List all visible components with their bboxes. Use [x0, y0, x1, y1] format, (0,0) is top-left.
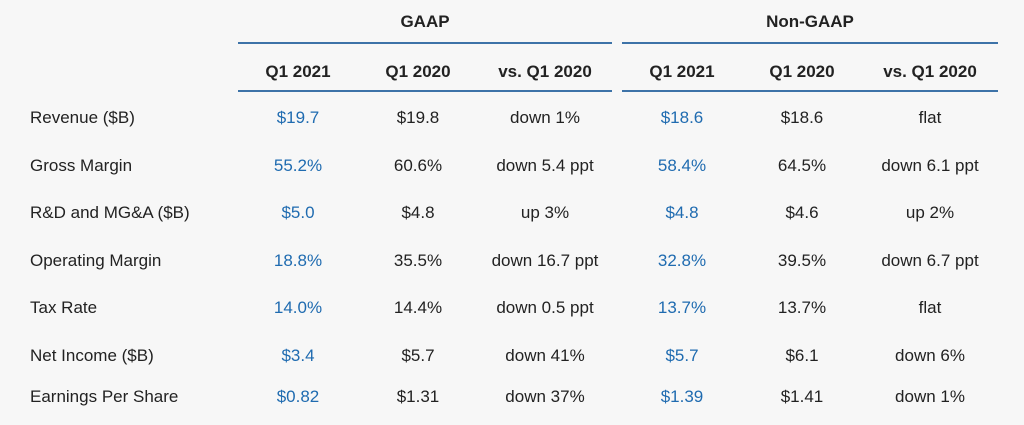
gaap-col-header-current: Q1 2021 — [265, 62, 331, 81]
gaap-change-cell: down 0.5 ppt — [496, 298, 594, 317]
non-gaap-prior-cell: $4.6 — [785, 203, 819, 222]
gaap-current-cell: 14.0% — [273, 298, 323, 317]
non-gaap-col-header-change: vs. Q1 2020 — [883, 62, 977, 81]
row-label: Operating Margin — [30, 251, 162, 270]
gaap-current-cell: 18.8% — [273, 251, 323, 270]
row-label: R&D and MG&A ($B) — [30, 203, 190, 222]
non-gaap-change-cell: down 6.1 ppt — [881, 156, 979, 175]
non-gaap-col-header-prior: Q1 2020 — [769, 62, 835, 81]
gaap-prior-cell: 60.6% — [393, 156, 443, 175]
gaap-columns-rule — [238, 90, 612, 92]
non-gaap-col-header-current: Q1 2021 — [649, 62, 715, 81]
non-gaap-group-rule — [622, 42, 998, 44]
gaap-change-cell: down 41% — [505, 346, 585, 365]
row-label: Net Income ($B) — [30, 346, 154, 365]
non-gaap-group-header: Non-GAAP — [766, 12, 854, 31]
non-gaap-current-cell: 32.8% — [657, 251, 707, 270]
gaap-change-cell: down 37% — [505, 387, 585, 406]
gaap-prior-cell: 14.4% — [393, 298, 443, 317]
row-label: Earnings Per Share — [30, 387, 179, 406]
row-label: Revenue ($B) — [30, 108, 135, 127]
non-gaap-current-cell: $1.39 — [660, 387, 704, 406]
gaap-col-header-change: vs. Q1 2020 — [498, 62, 592, 81]
gaap-current-cell: 55.2% — [273, 156, 323, 175]
non-gaap-prior-cell: $1.41 — [780, 387, 824, 406]
gaap-change-cell: down 16.7 ppt — [491, 251, 599, 270]
non-gaap-change-cell: down 1% — [895, 387, 965, 406]
gaap-group-header: GAAP — [400, 12, 450, 31]
gaap-change-cell: down 1% — [510, 108, 580, 127]
non-gaap-current-cell: $18.6 — [660, 108, 704, 127]
non-gaap-change-cell: flat — [918, 298, 942, 317]
non-gaap-prior-cell: 39.5% — [777, 251, 827, 270]
gaap-current-cell: $3.4 — [281, 346, 315, 365]
non-gaap-change-cell: flat — [918, 108, 942, 127]
non-gaap-change-cell: down 6.7 ppt — [881, 251, 979, 270]
gaap-prior-cell: $1.31 — [396, 387, 440, 406]
row-label: Tax Rate — [30, 298, 98, 317]
non-gaap-columns-rule — [622, 90, 998, 92]
non-gaap-change-cell: down 6% — [895, 346, 965, 365]
non-gaap-current-cell: 58.4% — [657, 156, 707, 175]
gaap-current-cell: $19.7 — [276, 108, 320, 127]
non-gaap-prior-cell: $18.6 — [780, 108, 824, 127]
non-gaap-current-cell: $4.8 — [665, 203, 699, 222]
non-gaap-current-cell: 13.7% — [657, 298, 707, 317]
gaap-current-cell: $0.82 — [276, 387, 320, 406]
gaap-col-header-prior: Q1 2020 — [385, 62, 451, 81]
gaap-prior-cell: $4.8 — [401, 203, 435, 222]
gaap-change-cell: up 3% — [520, 203, 570, 222]
non-gaap-current-cell: $5.7 — [665, 346, 699, 365]
non-gaap-prior-cell: 13.7% — [777, 298, 827, 317]
gaap-prior-cell: $19.8 — [396, 108, 440, 127]
non-gaap-change-cell: up 2% — [905, 203, 955, 222]
non-gaap-prior-cell: 64.5% — [777, 156, 827, 175]
gaap-prior-cell: $5.7 — [401, 346, 435, 365]
gaap-group-rule — [238, 42, 612, 44]
gaap-current-cell: $5.0 — [281, 203, 315, 222]
non-gaap-prior-cell: $6.1 — [785, 346, 819, 365]
row-label: Gross Margin — [30, 156, 133, 175]
gaap-change-cell: down 5.4 ppt — [496, 156, 594, 175]
gaap-prior-cell: 35.5% — [393, 251, 443, 270]
